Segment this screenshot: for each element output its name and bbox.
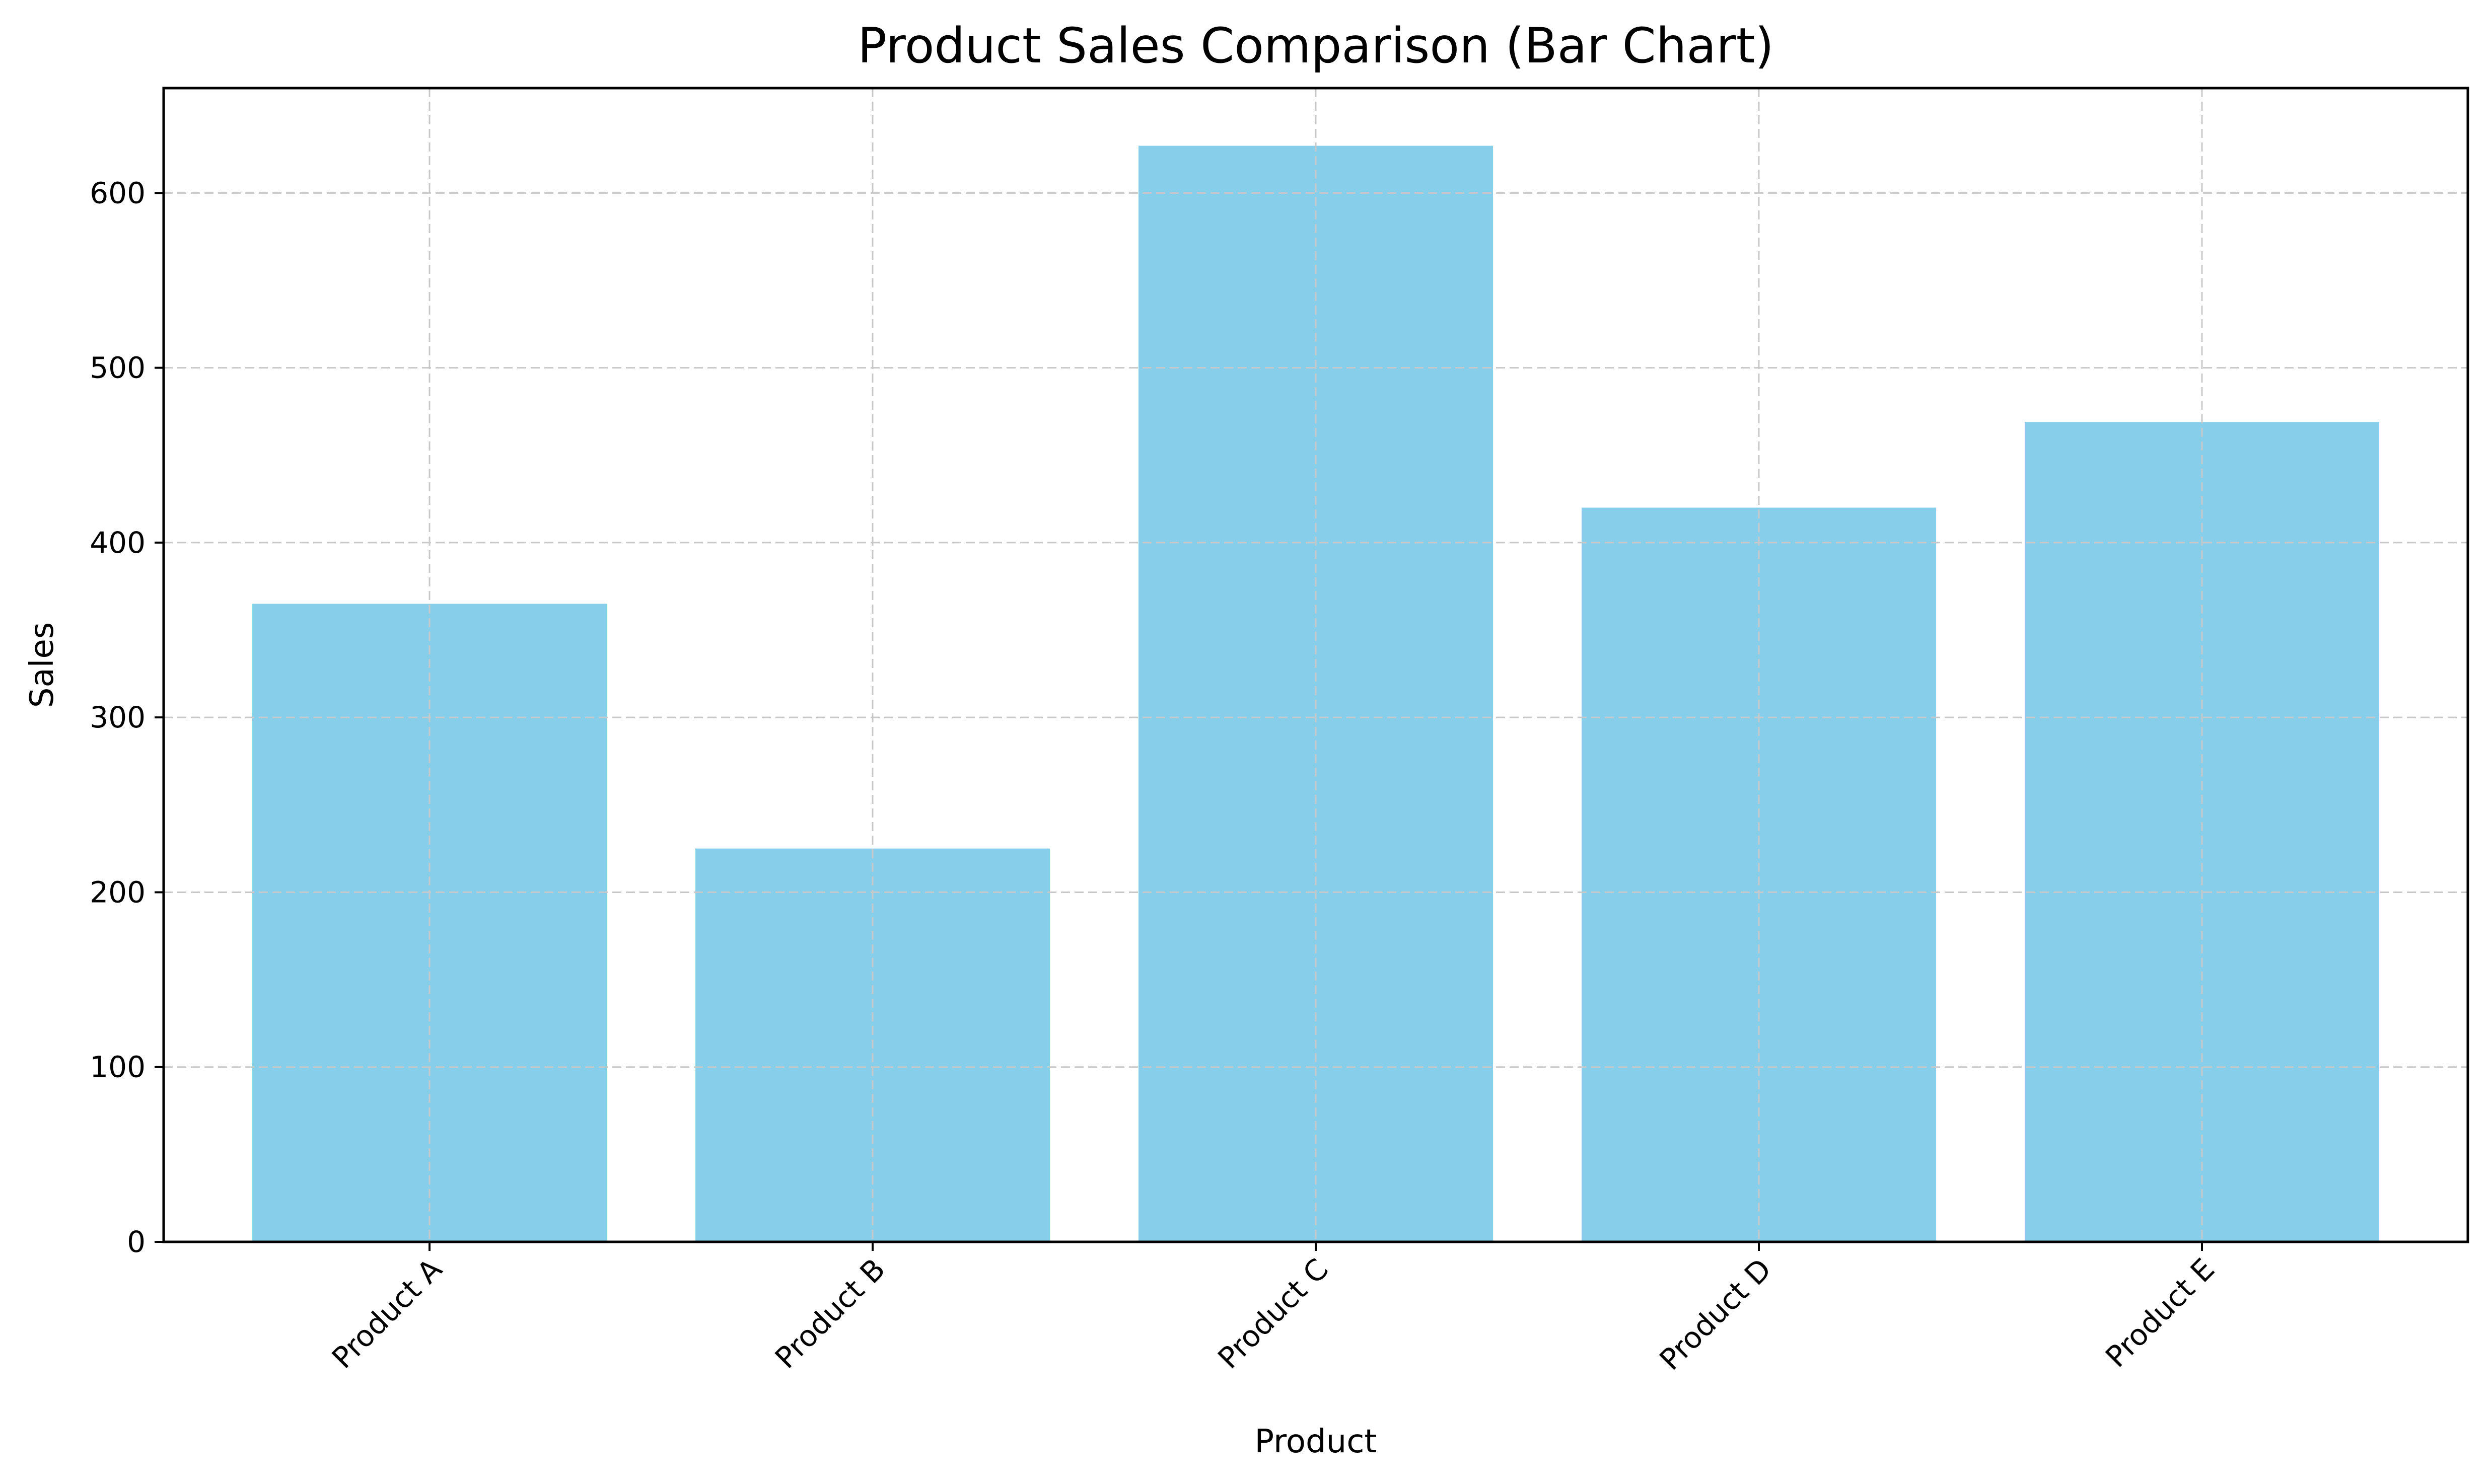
y-tick-label: 0 — [127, 1225, 146, 1259]
x-tick-label: Product A — [325, 1252, 449, 1375]
x-tick-label: Product C — [1211, 1252, 1334, 1375]
y-axis-ticks: 0 100 200 300 400 500 600 — [90, 176, 164, 1259]
grid-lines — [164, 88, 2468, 1242]
y-tick-label: 100 — [90, 1050, 146, 1084]
chart-title: Product Sales Comparison (Bar Chart) — [858, 18, 1774, 74]
x-tick-label: Product B — [768, 1252, 892, 1375]
x-tick-label: Product D — [1653, 1252, 1777, 1377]
y-tick-label: 300 — [90, 700, 146, 734]
y-tick-label: 600 — [90, 176, 146, 210]
x-axis-label: Product — [1255, 1423, 1377, 1460]
y-tick-label: 500 — [90, 351, 146, 385]
bar-product-d — [1582, 507, 1936, 1242]
bars — [252, 145, 2379, 1242]
x-tick-label: Product E — [2099, 1252, 2221, 1374]
y-tick-label: 200 — [90, 875, 146, 909]
x-axis-ticks: Product A Product B Product C Product D Prod… — [325, 1242, 2221, 1377]
y-tick-label: 400 — [90, 526, 146, 560]
y-axis-label: Sales — [24, 622, 61, 708]
